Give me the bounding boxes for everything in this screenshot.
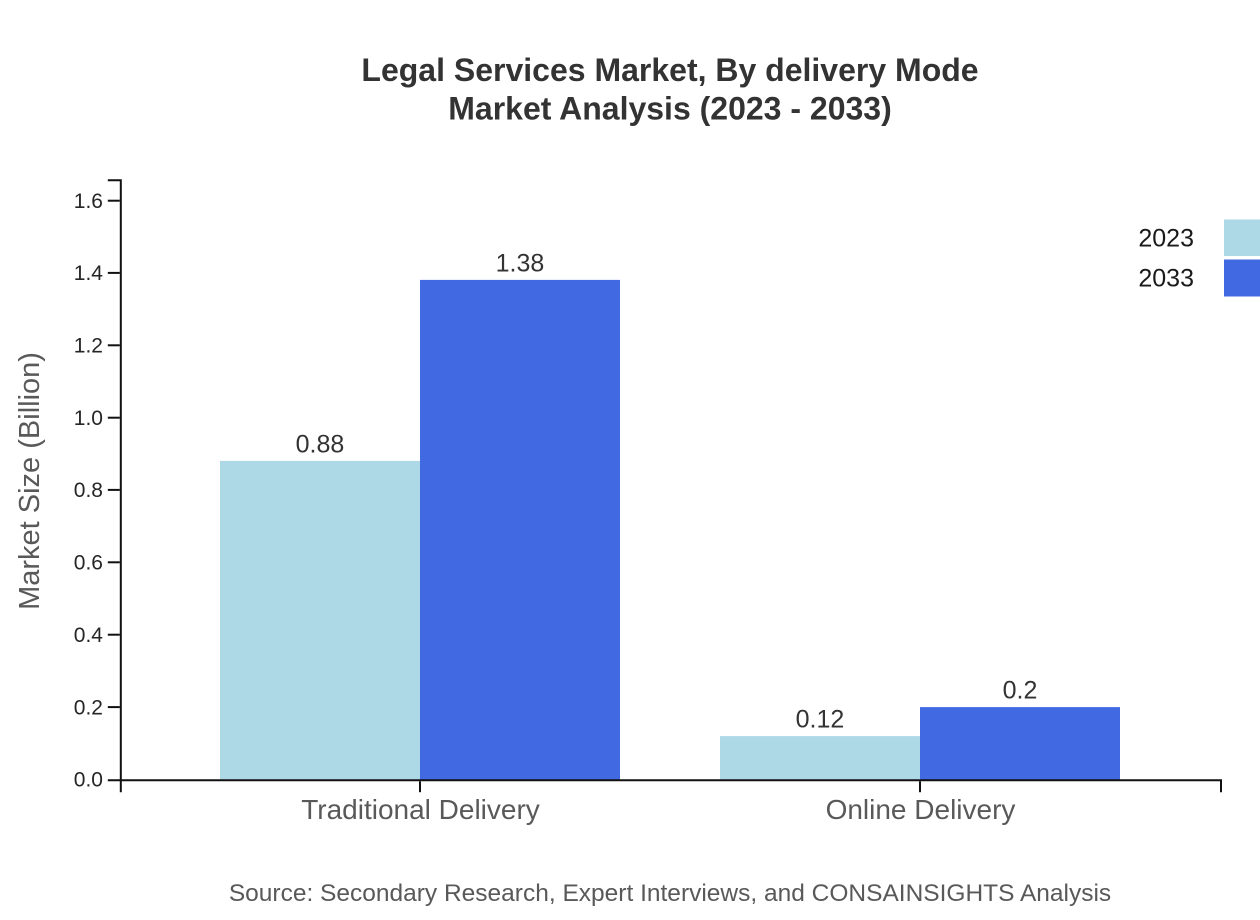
- svg-text:1.6: 1.6: [74, 190, 103, 213]
- svg-text:1.4: 1.4: [74, 262, 104, 285]
- svg-text:2033: 2033: [1138, 265, 1194, 293]
- svg-text:0.6: 0.6: [74, 552, 103, 575]
- svg-text:0.8: 0.8: [74, 479, 103, 502]
- svg-text:0.88: 0.88: [296, 430, 345, 458]
- svg-text:0.12: 0.12: [796, 706, 845, 734]
- svg-text:Online Delivery: Online Delivery: [826, 794, 1016, 825]
- svg-text:Source: Secondary Research, Ex: Source: Secondary Research, Expert Inter…: [229, 880, 1111, 907]
- svg-text:0.2: 0.2: [1003, 677, 1038, 705]
- svg-text:Market Size (Billion): Market Size (Billion): [14, 352, 46, 610]
- svg-text:Traditional Delivery: Traditional Delivery: [301, 794, 540, 825]
- svg-text:2023: 2023: [1138, 225, 1194, 253]
- svg-text:Legal Services Market, By deli: Legal Services Market, By delivery Mode: [361, 52, 978, 88]
- svg-text:1.0: 1.0: [74, 407, 103, 430]
- svg-text:1.38: 1.38: [496, 249, 545, 277]
- svg-text:0.0: 0.0: [74, 769, 103, 792]
- svg-text:Market Analysis (2023 - 2033): Market Analysis (2023 - 2033): [448, 91, 892, 127]
- svg-text:0.4: 0.4: [74, 624, 104, 647]
- svg-text:0.2: 0.2: [74, 696, 103, 719]
- svg-text:1.2: 1.2: [74, 335, 103, 358]
